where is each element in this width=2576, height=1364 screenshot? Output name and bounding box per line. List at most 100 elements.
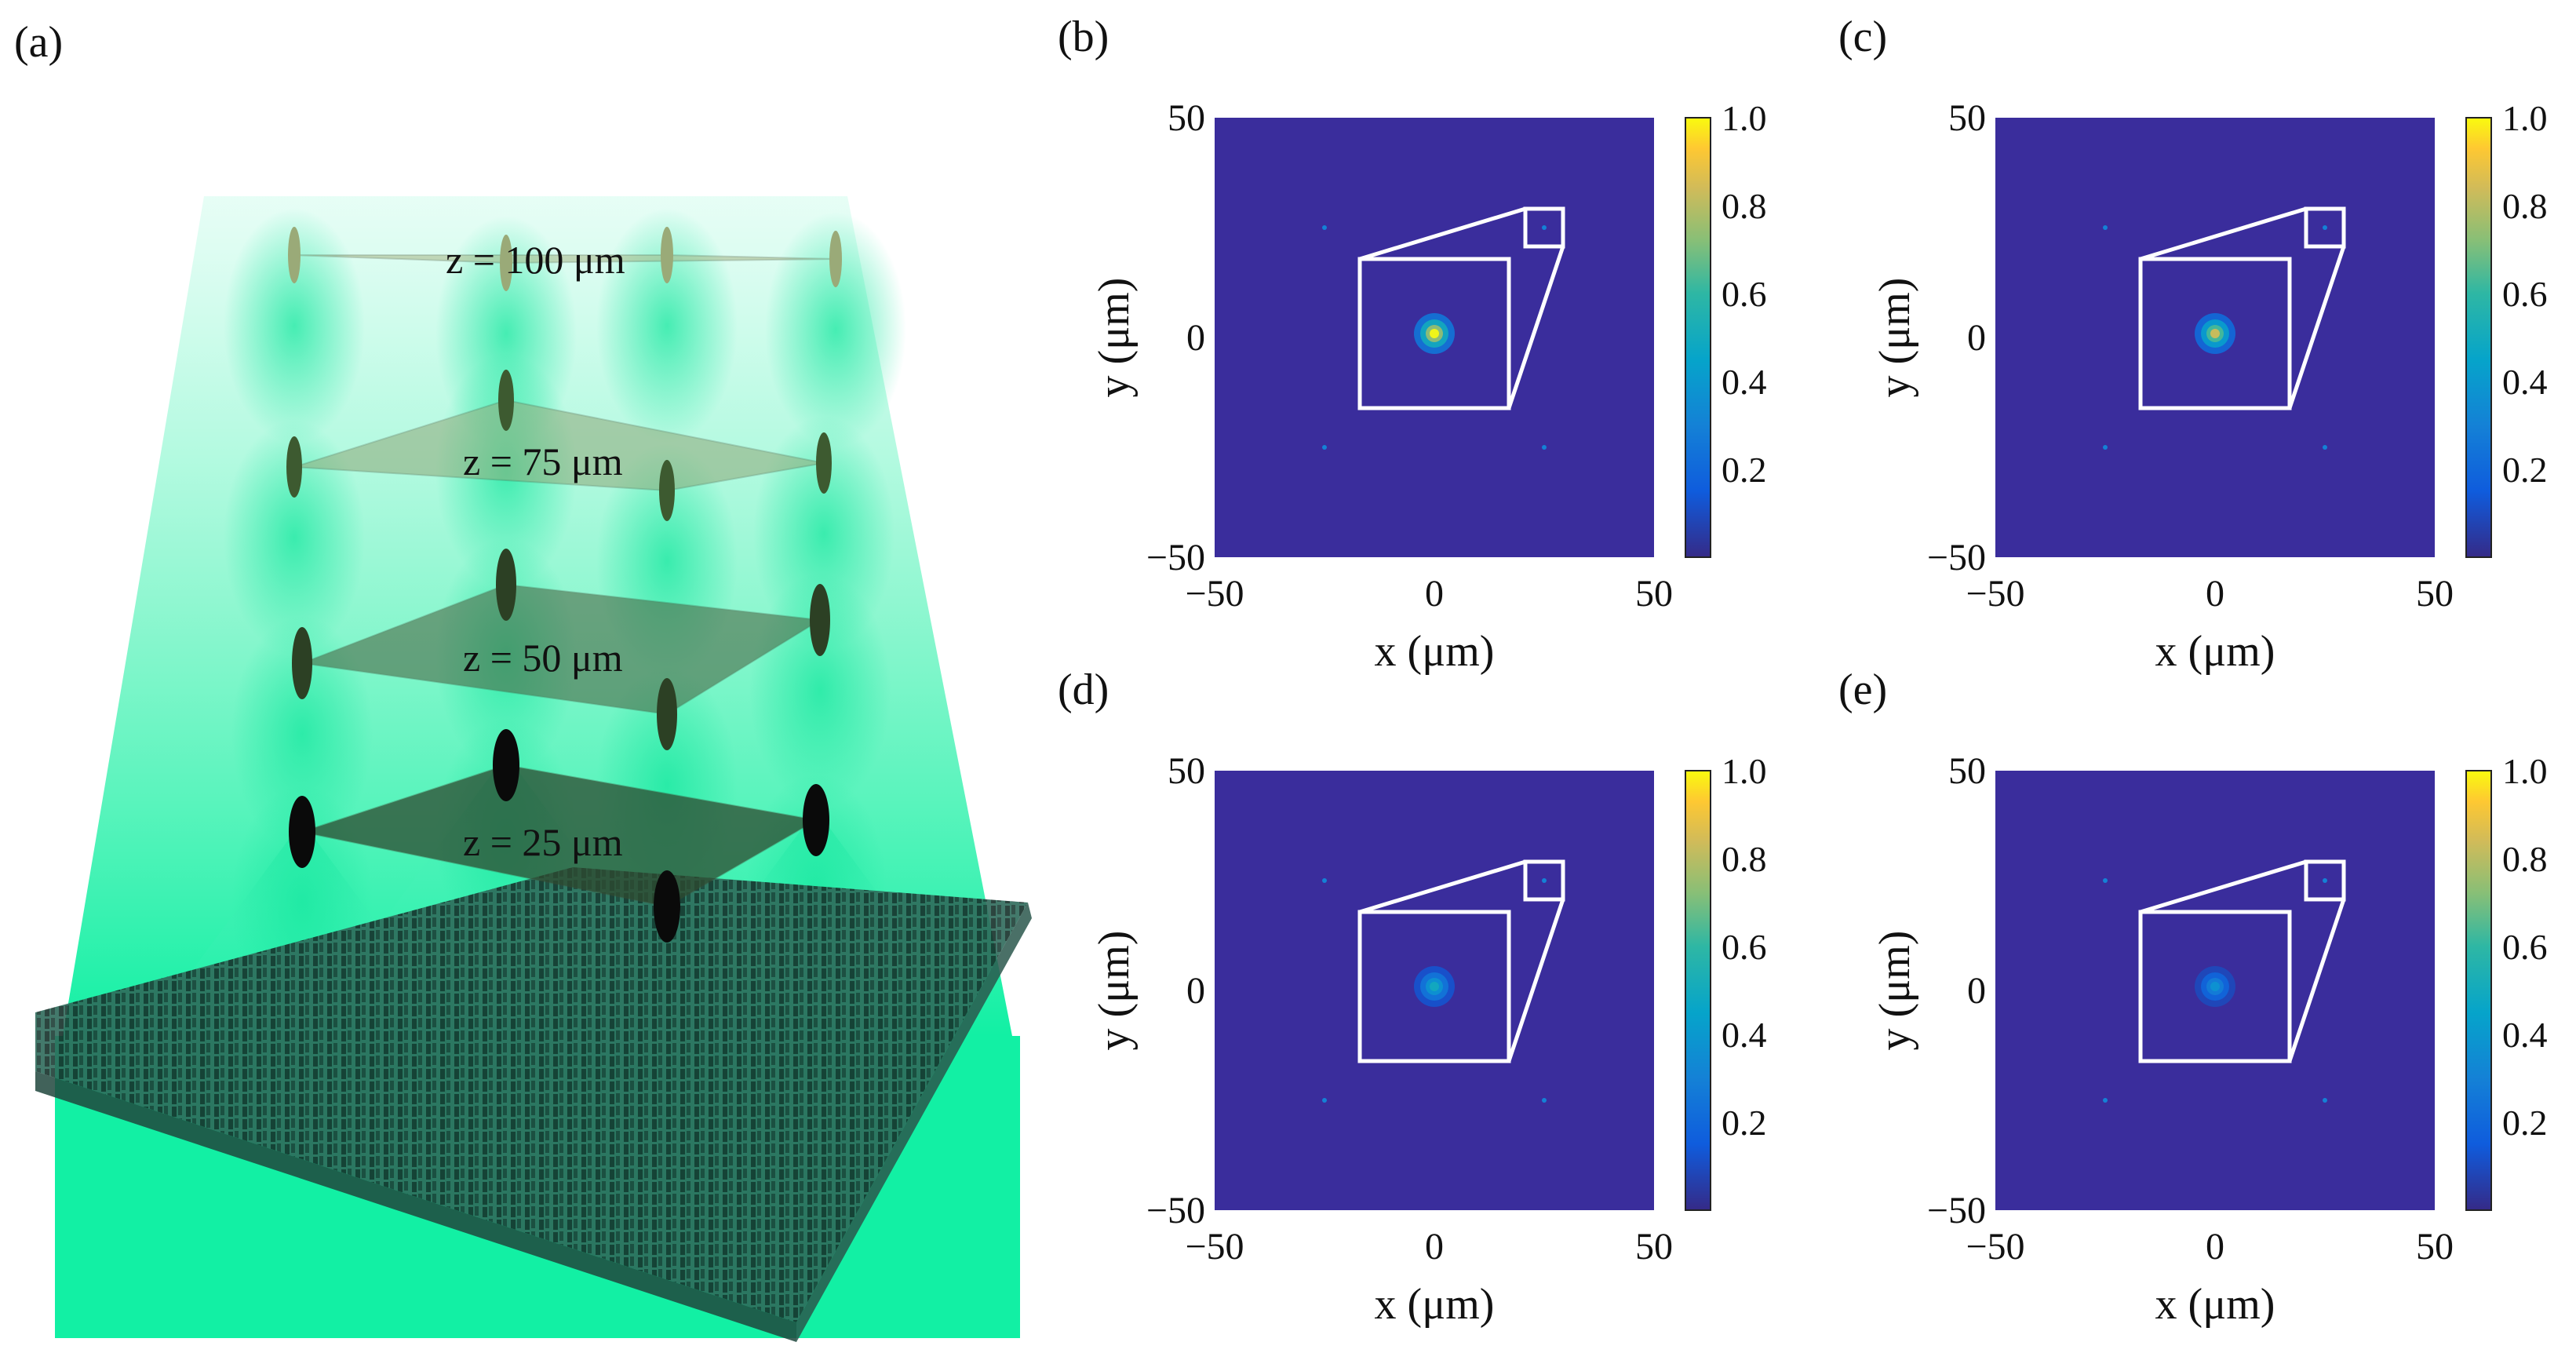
- side-spot: [1542, 445, 1547, 450]
- y-tick-label: −50: [1927, 537, 1986, 578]
- y-axis-label: y (μm): [1090, 931, 1139, 1051]
- side-spot: [1322, 445, 1327, 450]
- light-glow: [596, 208, 738, 443]
- light-glow: [765, 212, 906, 447]
- side-spot: [1542, 1098, 1547, 1103]
- y-tick-label: 0: [1186, 970, 1205, 1012]
- panel-label-d: (d): [1058, 666, 1109, 714]
- y-tick-label: 50: [1948, 750, 1986, 792]
- panel-label-b: (b): [1058, 13, 1109, 61]
- colorbar: [2465, 770, 2492, 1211]
- y-tick-label: 50: [1948, 97, 1986, 139]
- heatmap-panels: (b) −50 0 50 50 0 −50 x (μm) y (μm) 0.2 0.4 0.6 0.8 1…: [1058, 13, 2548, 1329]
- y-tick-label: 0: [1967, 317, 1986, 359]
- inset-connector: [2287, 246, 2346, 409]
- colorbar-tick-label: 0.6: [2502, 927, 2548, 967]
- colorbar-tick-label: 0.4: [2502, 362, 2548, 402]
- focal-plane: z = 100 μm: [288, 227, 842, 291]
- side-spot: [1542, 878, 1547, 883]
- inset-connector: [2287, 899, 2346, 1062]
- colorbar-tick-label: 0.6: [2502, 274, 2548, 314]
- colorbar-tick-label: 0.8: [2502, 839, 2548, 879]
- side-spot: [2103, 225, 2108, 230]
- x-axis-label: x (μm): [2155, 1280, 2275, 1329]
- y-tick-label: 0: [1967, 970, 1986, 1012]
- inset-connector: [2140, 206, 2307, 261]
- inset-connector: [1507, 899, 1565, 1062]
- colorbar-tick-label: 0.4: [1722, 1015, 1767, 1055]
- colorbar-tick-label: 0.4: [1722, 362, 1767, 402]
- focal-planes: z = 100 μm z = 75 μm z = 50 μm z = 25 μm: [286, 227, 842, 943]
- focal-spot: [816, 432, 832, 494]
- zoom-source-box: [2304, 859, 2346, 902]
- focal-spot: [493, 729, 519, 801]
- y-axis-label: y (μm): [1871, 931, 1919, 1051]
- substrate-side: [796, 903, 1032, 1342]
- x-tick-label: −50: [1185, 573, 1244, 615]
- panel-label-c: (c): [1838, 13, 1887, 61]
- colorbar-tick-label: 0.6: [1722, 927, 1767, 967]
- x-tick-label: 0: [1425, 1226, 1444, 1267]
- x-tick-label: −50: [1966, 573, 2024, 615]
- y-tick-label: −50: [1146, 537, 1205, 578]
- zoomed-inset: [1357, 206, 1565, 410]
- inset-connector: [1359, 206, 1526, 261]
- focal-spot: [661, 227, 673, 283]
- focal-spot: [496, 549, 516, 621]
- focal-spot: [659, 460, 675, 521]
- focal-spot: [810, 584, 830, 656]
- focal-spot: [498, 370, 514, 431]
- colorbar-tick-label: 0.2: [2502, 450, 2548, 490]
- plane-label: z = 100 μm: [446, 238, 625, 282]
- colorbar-tick-label: 0.4: [2502, 1015, 2548, 1055]
- focal-plane: z = 50 μm: [292, 549, 830, 750]
- colorbar-tick-label: 1.0: [1722, 98, 1767, 138]
- x-tick-label: −50: [1966, 1226, 2024, 1267]
- focal-spot: [289, 796, 315, 868]
- inset-spot: [2210, 329, 2220, 338]
- x-tick-label: 50: [2416, 1226, 2454, 1267]
- x-tick-label: 50: [1635, 573, 1673, 615]
- colorbar-tick-label: 0.6: [1722, 274, 1767, 314]
- light-glow: [231, 616, 373, 852]
- y-axis-label: y (μm): [1871, 278, 1919, 398]
- focal-plane: z = 75 μm: [286, 370, 832, 521]
- zoomed-inset: [2138, 859, 2346, 1063]
- x-axis-label: x (μm): [1375, 1280, 1495, 1329]
- side-spot: [1322, 1098, 1327, 1103]
- x-tick-label: 0: [1425, 573, 1444, 615]
- x-axis-label: x (μm): [2155, 627, 2275, 676]
- inset-connector: [1507, 246, 1565, 409]
- panel-label-a: (a): [14, 18, 63, 67]
- colorbar-tick-label: 1.0: [2502, 751, 2548, 791]
- focal-plane: z = 25 μm: [289, 729, 829, 943]
- heatmap-panel-c: (c) −50 0 50 50 0 −50 x (μm) y (μm) 0.2 0.4 0.6 0.8 1…: [1838, 13, 2548, 676]
- colorbar: [1685, 117, 1711, 558]
- heatmap-panel-d: (d) −50 0 50 50 0 −50 x (μm) y (μm) 0.2 0.4 0.6 0.8 1…: [1058, 666, 1767, 1329]
- focal-spot: [288, 227, 301, 283]
- colorbar-tick-label: 0.2: [1722, 450, 1767, 490]
- side-spot: [2103, 1098, 2108, 1103]
- x-tick-label: 50: [1635, 1226, 1673, 1267]
- focal-spot: [654, 870, 680, 943]
- plane-label: z = 75 μm: [463, 439, 623, 483]
- colorbar-tick-label: 1.0: [2502, 98, 2548, 138]
- colorbar-tick-label: 0.2: [1722, 1103, 1767, 1143]
- side-spot: [1322, 225, 1327, 230]
- side-spot: [2103, 878, 2108, 883]
- inset-spot: [1430, 982, 1439, 991]
- focal-spot: [500, 235, 512, 291]
- y-tick-label: −50: [1146, 1190, 1205, 1231]
- x-tick-label: 50: [2416, 573, 2454, 615]
- x-axis-label: x (μm): [1375, 627, 1495, 676]
- side-spot: [2323, 445, 2327, 450]
- side-spot: [2323, 1098, 2327, 1103]
- focal-spot: [286, 436, 302, 498]
- panel-label-e: (e): [1838, 666, 1887, 714]
- colorbar-tick-label: 0.8: [1722, 186, 1767, 226]
- x-tick-label: 0: [2206, 1226, 2224, 1267]
- x-tick-label: −50: [1185, 1226, 1244, 1267]
- y-tick-label: 50: [1168, 97, 1205, 139]
- metasurface-substrate: [35, 867, 1028, 1322]
